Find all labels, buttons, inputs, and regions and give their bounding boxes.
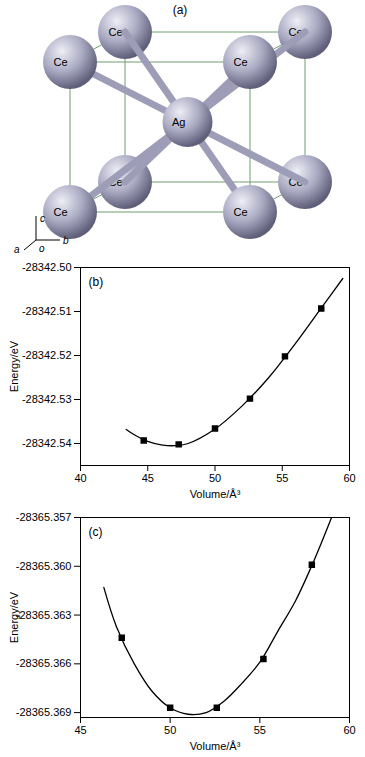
svg-text:-28342.51: -28342.51	[22, 305, 72, 317]
svg-text:Volume/Å³: Volume/Å³	[190, 488, 241, 500]
svg-text:Ce: Ce	[234, 206, 248, 218]
svg-text:Ce: Ce	[54, 206, 68, 218]
svg-text:b: b	[63, 235, 69, 246]
svg-text:-28365.357: -28365.357	[16, 511, 72, 523]
svg-text:45: 45	[142, 472, 154, 484]
svg-text:Ce: Ce	[109, 26, 123, 38]
svg-text:45: 45	[74, 724, 86, 736]
svg-text:-28365.360: -28365.360	[16, 560, 72, 572]
svg-text:(a): (a)	[173, 3, 188, 17]
svg-text:(c): (c)	[89, 525, 103, 539]
svg-text:Energy/eV: Energy/eV	[8, 591, 20, 643]
svg-text:Ag: Ag	[172, 116, 185, 128]
svg-text:Ce: Ce	[108, 176, 123, 188]
svg-text:Ce: Ce	[54, 56, 68, 68]
svg-text:-28365.363: -28365.363	[16, 609, 72, 621]
svg-text:-28365.369: -28365.369	[16, 706, 72, 718]
svg-text:a: a	[14, 244, 20, 255]
svg-text:-28342.54: -28342.54	[22, 437, 72, 449]
svg-text:60: 60	[343, 724, 355, 736]
svg-text:c: c	[40, 213, 45, 224]
svg-text:Ce: Ce	[234, 56, 248, 68]
svg-text:Volume/Å³: Volume/Å³	[190, 740, 241, 752]
svg-text:o: o	[39, 243, 45, 254]
svg-text:(b): (b)	[89, 275, 104, 289]
svg-text:-28342.50: -28342.50	[22, 261, 72, 273]
svg-text:60: 60	[343, 472, 355, 484]
svg-text:55: 55	[276, 472, 288, 484]
svg-text:40: 40	[74, 472, 86, 484]
svg-text:55: 55	[254, 724, 266, 736]
svg-text:-28342.52: -28342.52	[22, 349, 72, 361]
svg-text:50: 50	[164, 724, 176, 736]
svg-text:-28365.366: -28365.366	[16, 657, 72, 669]
svg-text:50: 50	[209, 472, 221, 484]
svg-text:Ce: Ce	[288, 26, 303, 38]
svg-text:-28342.53: -28342.53	[22, 393, 72, 405]
svg-text:Energy/eV: Energy/eV	[8, 340, 20, 392]
